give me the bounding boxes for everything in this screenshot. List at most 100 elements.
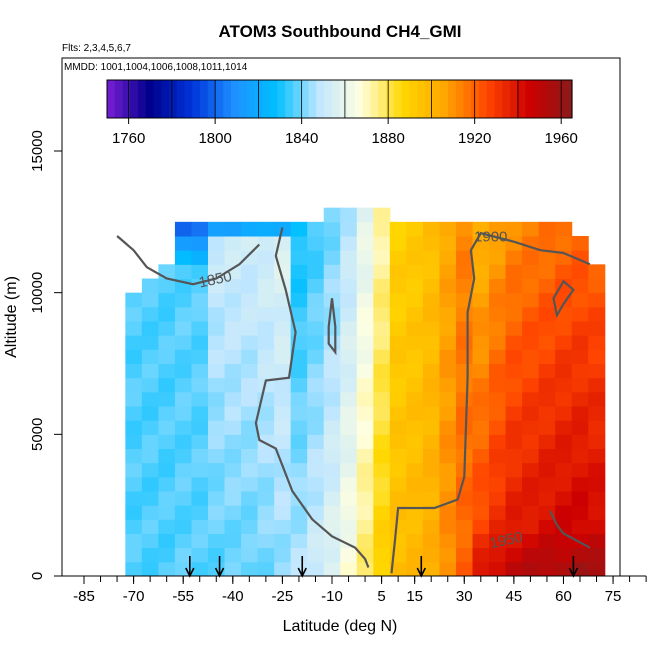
heatmap-cell [422,292,440,308]
heatmap-cell [406,236,424,251]
heatmap-cell [439,363,457,379]
heatmap-cell [538,476,556,492]
heatmap-cell [422,434,440,449]
x-axis: -85 -70 -55 -40 -25 -10 5 15 30 45 60 75 [73,575,647,605]
heatmap-cell [257,363,275,379]
heatmap-cell [389,250,407,265]
heatmap-cell [538,547,556,563]
heatmap-cell [274,476,292,492]
heatmap-cell [389,236,407,251]
heatmap-cell [422,221,440,237]
heatmap-cell [373,561,391,576]
heatmap-cell [588,264,606,279]
heatmap-cell [340,207,358,223]
colorbar-segment [386,80,395,118]
heatmap-cell [522,462,540,478]
heatmap-cell [174,221,192,237]
heatmap-cell [191,349,209,364]
heatmap-cell [141,547,159,563]
heatmap-cell [505,462,523,478]
heatmap-cell [174,292,192,308]
x-tick-label: 5 [377,588,385,605]
heatmap-cell [340,321,358,336]
heatmap-cell [406,519,424,534]
heatmap-cell [257,264,275,279]
heatmap-cell [290,349,308,364]
colorbar-segment [114,80,124,118]
heatmap-cell [340,547,358,563]
heatmap-cell [141,306,159,322]
heatmap-cell [555,406,573,421]
heatmap-cell [555,519,573,534]
heatmap-cell [257,505,275,520]
heatmap-cell [174,462,192,478]
heatmap-cell [472,363,490,379]
heatmap-cell [208,491,226,506]
heatmap-cell [191,547,209,563]
colorbar-segment [331,80,341,118]
heatmap-cell [505,363,523,379]
heatmap-cell [422,236,440,251]
heatmap-cell [522,250,540,265]
heatmap-cell [257,547,275,563]
heatmap-cell [456,533,474,549]
heatmap-cell [456,236,474,251]
heatmap-cell [489,321,507,336]
heatmap-cell [373,476,391,492]
heatmap-cell [588,349,606,364]
heatmap-cell [125,533,143,549]
heatmap-cell [158,377,176,393]
heatmap-cell [422,264,440,279]
heatmap-cell [174,363,192,379]
heatmap-cell [158,420,176,435]
heatmap-cell [191,448,209,464]
heatmap-cell [522,377,540,393]
heatmap-cell [158,306,176,322]
heatmap-cell [439,335,457,350]
colorbar-segment [200,80,209,118]
colorbar-segment [564,80,573,118]
heatmap-cell [538,306,556,322]
heatmap-cell [456,278,474,294]
heatmap-cell [307,519,325,534]
heatmap-cell [588,533,606,549]
heatmap-cell [555,462,573,478]
heatmap-cell [125,406,143,421]
heatmap-cell [505,434,523,449]
heatmap-cell [538,321,556,336]
heatmap-cell [290,363,308,379]
heatmap-cell [191,363,209,379]
heatmap-cell [208,533,226,549]
heatmap-cell [191,292,209,308]
heatmap-cell [141,533,159,549]
heatmap-cell [241,476,259,492]
heatmap-cell [141,491,159,506]
heatmap-cell [208,306,226,322]
heatmap-cell [257,448,275,464]
heatmap-cell [456,321,474,336]
heatmap-cell [456,561,474,576]
heatmap-cell [224,250,242,265]
colorbar-segment [370,80,379,118]
heatmap-cell [356,278,374,294]
heatmap-cell [406,491,424,506]
heatmap-cell [538,292,556,308]
flights-subtitle: Flts: 2,3,4,5,6,7 [62,43,131,54]
y-axis: 0 5000 10000 15000 [29,130,63,580]
heatmap-cell [224,505,242,520]
heatmap-cell [274,434,292,449]
heatmap-cell [522,533,540,549]
heatmap-cell [422,377,440,393]
x-tick-label: 30 [456,588,473,605]
heatmap-cell [224,462,242,478]
heatmap-cell [323,519,341,534]
heatmap-cell [356,448,374,464]
heatmap-cell [555,505,573,520]
heatmap-cell [274,306,292,322]
heatmap-cell [538,264,556,279]
heatmap-cell [241,292,259,308]
heatmap-cell [340,533,358,549]
heatmap-cell [323,462,341,478]
heatmap-cell [141,462,159,478]
